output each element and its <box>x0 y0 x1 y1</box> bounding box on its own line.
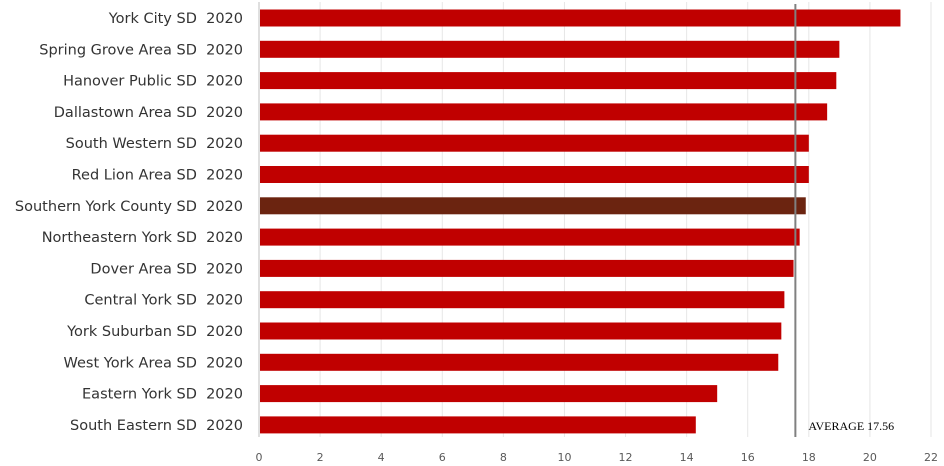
x-tick-label: 20 <box>863 451 877 464</box>
category-labels: York City SD 2020 Spring Grove Area SD 20… <box>15 11 243 434</box>
x-tick-label: 14 <box>680 451 694 464</box>
bar <box>260 322 782 340</box>
bar <box>260 166 809 183</box>
category-label: Eastern York SD 2020 <box>82 387 243 403</box>
bar <box>260 9 901 27</box>
category-label: Red Lion Area SD 2020 <box>72 168 243 184</box>
category-label: Dallastown Area SD 2020 <box>54 105 243 121</box>
category-label: Dover Area SD 2020 <box>90 261 243 277</box>
bar <box>260 40 840 58</box>
x-tick-label: 4 <box>378 451 385 464</box>
category-label: Southern York County SD 2020 <box>15 199 243 215</box>
x-axis-tick-labels: 0 2 4 6 8 10 12 14 16 18 20 22 <box>256 451 939 464</box>
bar <box>260 134 809 152</box>
category-label: Hanover Public SD 2020 <box>63 74 243 90</box>
category-label: Northeastern York SD 2020 <box>42 230 243 246</box>
x-tick-label: 0 <box>256 451 263 464</box>
bar <box>260 72 837 90</box>
category-label: South Western SD 2020 <box>66 136 243 152</box>
x-tick-label: 22 <box>924 451 938 464</box>
x-tick-label: 18 <box>802 451 816 464</box>
x-tick-label: 6 <box>439 451 446 464</box>
category-label: Central York SD 2020 <box>84 293 243 309</box>
x-tick-label: 16 <box>741 451 755 464</box>
category-label: York City SD 2020 <box>108 11 243 27</box>
x-tick-label: 12 <box>619 451 633 464</box>
bar <box>260 291 785 309</box>
x-tick-label: 2 <box>317 451 324 464</box>
bars <box>260 9 901 434</box>
category-label: York Suburban SD 2020 <box>66 324 243 340</box>
bar <box>260 228 800 246</box>
x-tick-label: 8 <box>500 451 507 464</box>
bar <box>260 103 828 121</box>
bar <box>260 259 794 277</box>
category-label: West York Area SD 2020 <box>64 355 244 371</box>
bar-highlighted <box>260 197 806 215</box>
gridlines <box>258 2 932 437</box>
bar <box>260 416 696 434</box>
category-label: South Eastern SD 2020 <box>70 418 243 434</box>
category-label: Spring Grove Area SD 2020 <box>39 42 243 58</box>
bar <box>260 353 779 371</box>
x-tick-label: 10 <box>557 451 571 464</box>
average-label: AVERAGE 17.56 <box>808 419 894 433</box>
bar <box>260 385 718 403</box>
